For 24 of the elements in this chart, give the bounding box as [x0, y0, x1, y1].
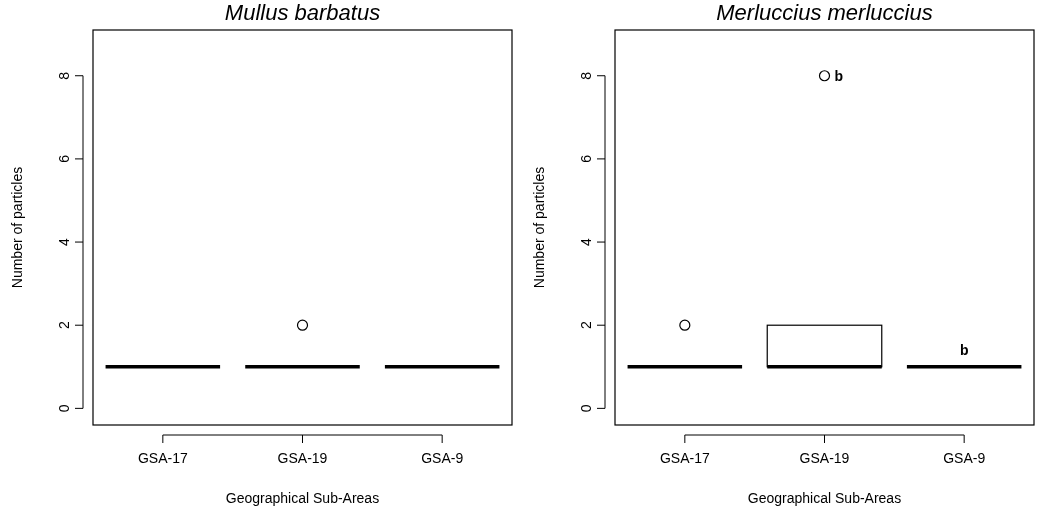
- y-tick-label: 2: [56, 321, 72, 330]
- x-tick-label: GSA-9: [943, 450, 986, 466]
- y-tick-label: 4: [56, 237, 72, 246]
- y-tick-label: 6: [578, 154, 594, 163]
- y-axis-title: Number of particles: [531, 166, 547, 289]
- x-tick-label: GSA-9: [421, 450, 464, 466]
- x-tick-label: GSA-19: [799, 450, 850, 466]
- y-tick-label: 6: [56, 154, 72, 163]
- chart-title: Mullus barbatus: [224, 0, 381, 25]
- chart-title: Merluccius merluccius: [716, 0, 933, 25]
- y-tick-label: 0: [56, 404, 72, 413]
- x-tick-label: GSA-17: [659, 450, 710, 466]
- annotation: b: [959, 341, 969, 358]
- annotation: b: [834, 67, 844, 84]
- y-tick-label: 8: [56, 71, 72, 80]
- y-axis-title: Number of particles: [9, 166, 25, 289]
- y-tick-label: 2: [578, 321, 594, 330]
- y-tick-label: 8: [578, 71, 594, 80]
- x-tick-label: GSA-17: [137, 450, 188, 466]
- x-tick-label: GSA-19: [277, 450, 328, 466]
- x-axis-title: Geographical Sub-Areas: [747, 490, 902, 506]
- x-axis-title: Geographical Sub-Areas: [225, 490, 380, 506]
- y-tick-label: 4: [578, 237, 594, 246]
- y-tick-label: 0: [578, 404, 594, 413]
